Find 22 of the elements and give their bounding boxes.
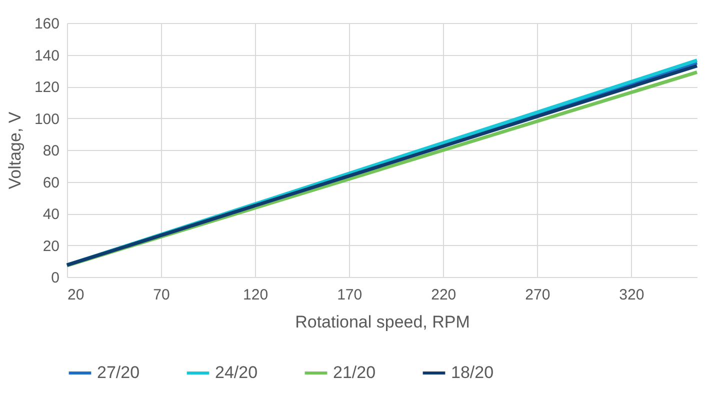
y-tick-label: 160 bbox=[34, 16, 60, 32]
y-tick-label: 20 bbox=[42, 238, 60, 255]
y-tick-label: 120 bbox=[34, 79, 60, 96]
y-tick-label: 0 bbox=[51, 270, 60, 286]
x-tick-label: 170 bbox=[337, 286, 362, 304]
y-tick-label: 100 bbox=[34, 110, 60, 128]
y-tick-label: 60 bbox=[42, 174, 60, 192]
y-tick-label: 80 bbox=[42, 142, 60, 160]
x-tick-label: 270 bbox=[525, 286, 550, 304]
legend-label: 24/20 bbox=[215, 363, 258, 382]
legend-label: 18/20 bbox=[451, 363, 494, 382]
legend-label: 27/20 bbox=[97, 363, 140, 382]
x-axis-title: Rotational speed, RPM bbox=[295, 312, 470, 332]
y-axis-title: Voltage, V bbox=[5, 111, 24, 190]
x-tick-label: 120 bbox=[243, 286, 268, 304]
legend-label: 21/20 bbox=[333, 363, 376, 382]
x-tick-label: 20 bbox=[68, 286, 84, 304]
x-tick-label: 70 bbox=[153, 286, 170, 304]
x-tick-label: 220 bbox=[431, 286, 456, 304]
x-tick-label: 320 bbox=[619, 286, 644, 304]
y-tick-label: 40 bbox=[42, 206, 60, 223]
y-tick-label: 140 bbox=[34, 47, 60, 64]
